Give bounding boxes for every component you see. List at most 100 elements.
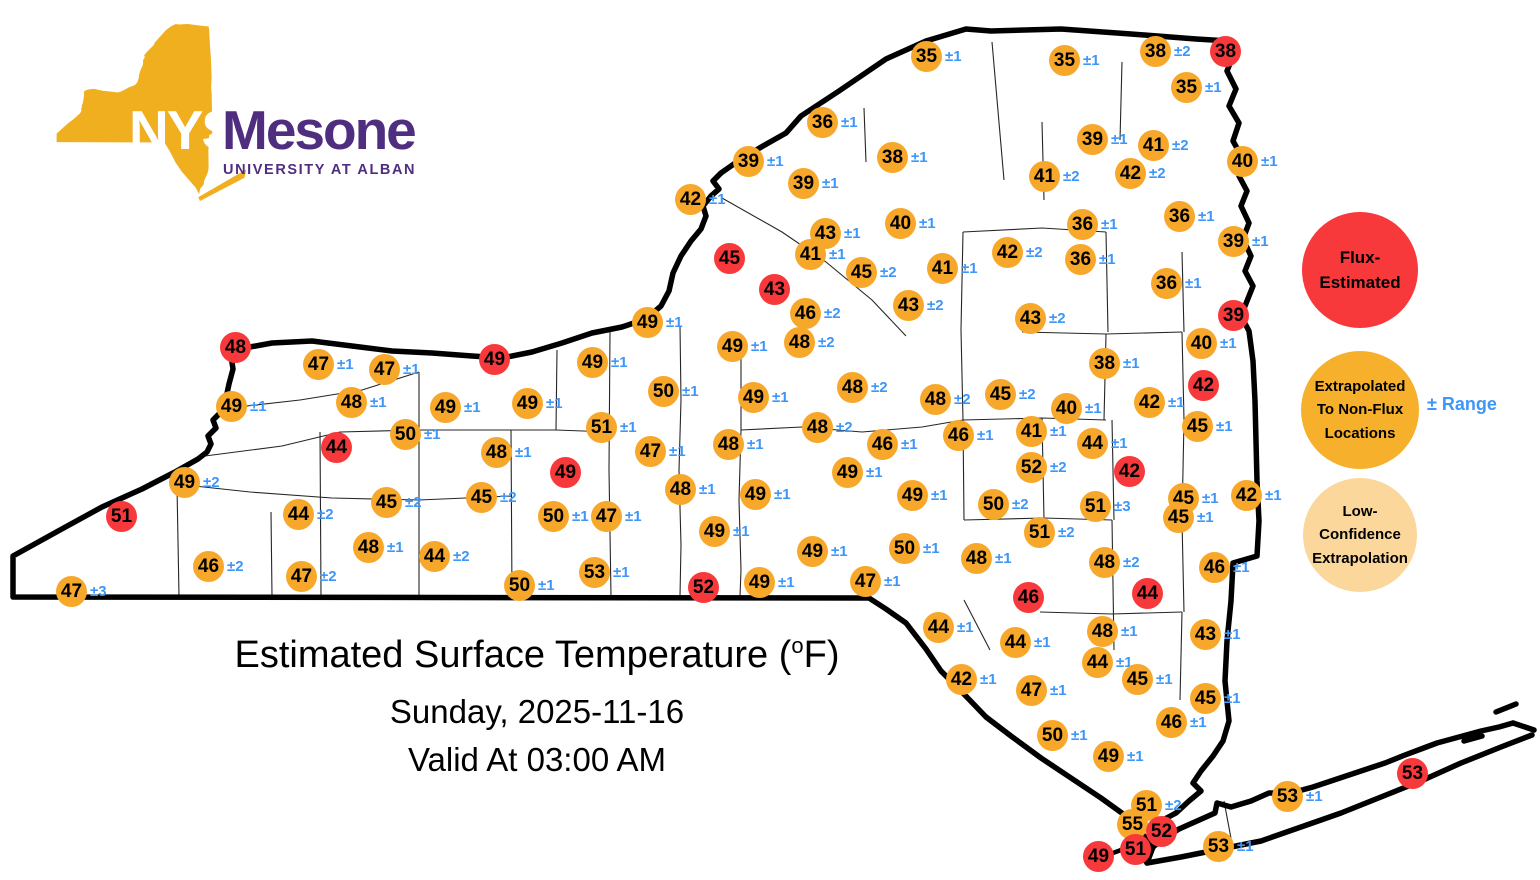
station-temperature: 35: [911, 41, 942, 72]
station-temperature: 49: [512, 388, 543, 419]
station-temperature: 50: [978, 489, 1009, 520]
station-marker: 36 ±1: [1065, 244, 1116, 275]
station-range: ±1: [831, 543, 848, 560]
station-marker: 50 ±2: [978, 489, 1029, 520]
station-temperature: 50: [504, 570, 535, 601]
station-temperature: 53: [1397, 758, 1428, 789]
station-range: ±1: [1071, 727, 1088, 744]
station-range: ±1: [1111, 131, 1128, 148]
station-marker: 47 ±1: [369, 354, 420, 385]
station-temperature: 44: [283, 499, 314, 530]
station-marker: 48 ±1: [961, 543, 1012, 574]
station-temperature: 44: [1132, 578, 1163, 609]
station-range: ±2: [203, 474, 220, 491]
station-temperature: 47: [1016, 675, 1047, 706]
station-range: ±2: [453, 548, 470, 565]
station-range: ±2: [1063, 168, 1080, 185]
station-marker: 38: [1210, 36, 1241, 67]
station-temperature: 50: [648, 376, 679, 407]
station-temperature: 42: [1231, 480, 1262, 511]
station-temperature: 49: [832, 457, 863, 488]
station-temperature: 42: [946, 664, 977, 695]
station-marker: 44 ±2: [283, 499, 334, 530]
station-marker: 46 ±2: [193, 551, 244, 582]
station-range: ±2: [320, 568, 337, 585]
legend-lowconf-line: Confidence: [1319, 526, 1401, 544]
station-marker: 36 ±1: [1067, 209, 1118, 240]
station-marker: 49 ±1: [717, 331, 768, 362]
station-range: ±1: [625, 508, 642, 525]
station-range: ±1: [515, 444, 532, 461]
station-range: ±1: [961, 260, 978, 277]
station-marker: 46 ±1: [1199, 552, 1250, 583]
station-marker: 50 ±1: [1037, 720, 1088, 751]
nys-mesonet-logo: NYS Mesonet UNIVERSITY AT ALBANY: [56, 24, 415, 202]
station-temperature: 41: [1016, 416, 1047, 447]
station-range: ±1: [1205, 79, 1222, 96]
station-range: ±2: [1174, 43, 1191, 60]
station-range: ±1: [1233, 559, 1250, 576]
station-temperature: 38: [1140, 36, 1171, 67]
station-range: ±1: [884, 573, 901, 590]
station-range: ±1: [1185, 275, 1202, 292]
station-temperature: 44: [321, 432, 352, 463]
station-marker: 53 ±1: [579, 557, 630, 588]
logo-name: Mesonet: [222, 99, 415, 161]
legend-extrap-line: Extrapolated: [1314, 378, 1406, 396]
station-marker: 41 ±1: [927, 253, 978, 284]
station-range: ±2: [871, 379, 888, 396]
station-marker: 50 ±1: [538, 501, 589, 532]
station-marker: 49 ±1: [577, 347, 628, 378]
station-marker: 53: [1397, 758, 1428, 789]
station-range: ±1: [1050, 423, 1067, 440]
station-marker: 48 ±2: [837, 372, 888, 403]
station-range: ±2: [824, 305, 841, 322]
station-range: ±1: [1050, 682, 1067, 699]
station-marker: 43 ±1: [1190, 619, 1241, 650]
station-temperature: 40: [1186, 328, 1217, 359]
station-range: ±2: [927, 297, 944, 314]
station-temperature: 38: [1089, 348, 1120, 379]
station-range: ±1: [424, 426, 441, 443]
station-temperature: 48: [481, 437, 512, 468]
station-marker: 44 ±1: [923, 612, 974, 643]
station-temperature: 47: [591, 501, 622, 532]
station-temperature: 45: [1182, 411, 1213, 442]
station-marker: 45 ±2: [846, 257, 897, 288]
station-temperature: 49: [632, 307, 663, 338]
station-temperature: 45: [714, 243, 745, 274]
station-marker: 49 ±1: [832, 457, 883, 488]
station-temperature: 46: [867, 429, 898, 460]
station-temperature: 53: [1203, 831, 1234, 862]
station-range: ±1: [613, 564, 630, 581]
station-temperature: 39: [1077, 124, 1108, 155]
station-marker: 48 ±2: [1089, 547, 1140, 578]
station-marker: 47 ±1: [303, 349, 354, 380]
station-marker: 52: [1146, 816, 1177, 847]
station-range: ±1: [403, 361, 420, 378]
station-temperature: 42: [1134, 387, 1165, 418]
station-range: ±1: [1083, 52, 1100, 69]
station-range: ±2: [227, 558, 244, 575]
station-range: ±1: [620, 419, 637, 436]
station-marker: 49: [550, 457, 581, 488]
station-range: ±1: [370, 394, 387, 411]
station-marker: 49 ±1: [512, 388, 563, 419]
station-marker: 41 ±1: [795, 239, 846, 270]
legend-extrap-line: Locations: [1324, 424, 1396, 442]
station-temperature: 45: [1163, 502, 1194, 533]
station-range: ±1: [957, 619, 974, 636]
station-range: ±2: [1123, 554, 1140, 571]
station-marker: 45 ±1: [1163, 502, 1214, 533]
station-range: ±2: [1050, 459, 1067, 476]
station-temperature: 45: [1122, 664, 1153, 695]
station-temperature: 48: [802, 412, 833, 443]
station-range: ±1: [1156, 671, 1173, 688]
station-marker: 44 ±1: [1077, 428, 1128, 459]
station-range: ±3: [1114, 498, 1131, 515]
station-marker: 45 ±2: [985, 379, 1036, 410]
station-range: ±1: [1168, 394, 1185, 411]
station-marker: 38 ±1: [877, 142, 928, 173]
station-temperature: 48: [336, 387, 367, 418]
